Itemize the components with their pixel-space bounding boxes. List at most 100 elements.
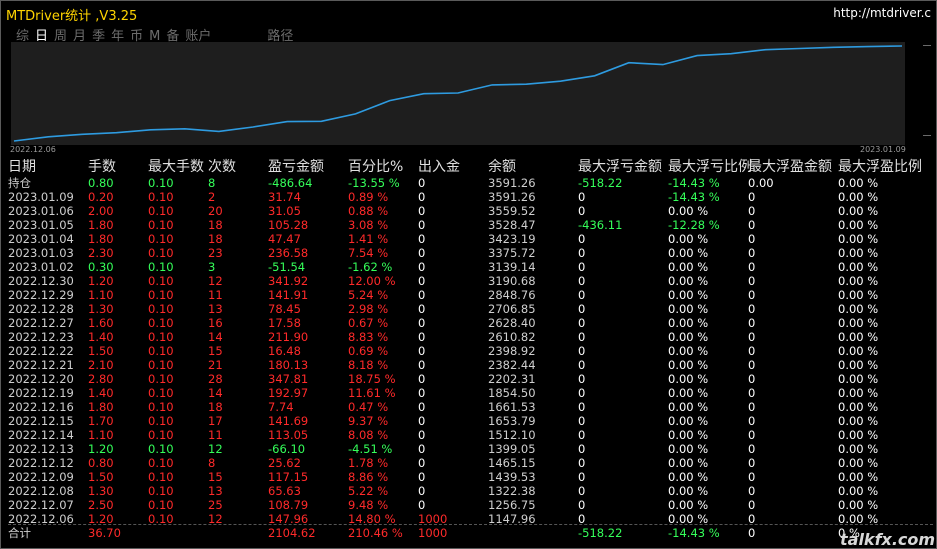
cell-flow: 0 xyxy=(418,232,426,246)
tab-5[interactable]: 年 xyxy=(111,29,125,44)
cell-pnl: 65.63 xyxy=(268,484,301,498)
cell-max-fp: 0 xyxy=(748,288,756,302)
cell-count: 28 xyxy=(208,372,223,386)
cell-max-fl: 0 xyxy=(578,288,586,302)
cell-max-fl: -518.22 xyxy=(578,176,623,190)
cell-max-fp: 0 xyxy=(748,246,756,260)
cell-lots: 1.80 xyxy=(88,232,114,246)
cell-lots: 0.30 xyxy=(88,260,114,274)
cell-max-fp: 0 xyxy=(748,442,756,456)
cell-max-fp: 0 xyxy=(748,400,756,414)
column-header[interactable]: 最大浮亏金额 xyxy=(578,159,662,175)
chart-scale-mark-top xyxy=(923,45,931,46)
column-header[interactable]: 最大手数 xyxy=(148,159,204,175)
cell-max-lots: 0.10 xyxy=(148,302,174,316)
tab-7[interactable]: M xyxy=(149,29,161,44)
column-header[interactable]: 余额 xyxy=(488,159,516,175)
cell-max-fp-pct: 0.00 % xyxy=(838,302,879,316)
table-row: 2022.12.13 1.20 0.10 12 -66.10 -4.51 % 0 1399.0… xyxy=(8,442,933,456)
cell-flow: 0 xyxy=(418,190,426,204)
column-header[interactable]: 次数 xyxy=(208,159,236,175)
cell-max-fl-pct: 0.00 % xyxy=(668,470,709,484)
cell-flow: 0 xyxy=(418,246,426,260)
cell-balance: 2202.31 xyxy=(488,372,536,386)
cell-balance: 2848.76 xyxy=(488,288,536,302)
cell-balance: 1653.79 xyxy=(488,414,536,428)
column-header[interactable]: 出入金 xyxy=(418,159,460,175)
cell-count: 12 xyxy=(208,442,223,456)
tab-0[interactable]: 综 xyxy=(16,29,30,44)
tab-2[interactable]: 周 xyxy=(54,29,68,44)
cell-max-fl: 0 xyxy=(578,442,586,456)
cell-pct: 210.46 % xyxy=(348,526,403,540)
tab-4[interactable]: 季 xyxy=(92,29,106,44)
column-header[interactable]: 最大浮亏比例 xyxy=(668,159,752,175)
column-header[interactable]: 最大浮盈比例 xyxy=(838,159,922,175)
cell-max-fl: 0 xyxy=(578,512,586,526)
cell-pct: 0.47 % xyxy=(348,400,389,414)
chart-scale-mark-bottom xyxy=(923,135,931,136)
cell-lots: 1.40 xyxy=(88,330,114,344)
column-header[interactable]: 百分比% xyxy=(348,159,404,175)
tab-3[interactable]: 月 xyxy=(73,29,87,44)
cell-lots: 36.70 xyxy=(88,526,121,540)
cell-pct: 8.08 % xyxy=(348,428,389,442)
column-header[interactable]: 日期 xyxy=(8,159,36,175)
column-header[interactable]: 盈亏金额 xyxy=(268,159,324,175)
cell-lots: 1.60 xyxy=(88,316,114,330)
cell-date: 2023.01.06 xyxy=(8,204,74,218)
cell-max-lots: 0.10 xyxy=(148,246,174,260)
tab-9[interactable]: 账户 xyxy=(185,29,212,44)
cell-max-fp-pct: 0.00 % xyxy=(838,316,879,330)
cell-max-fp: 0 xyxy=(748,470,756,484)
cell-count: 12 xyxy=(208,512,223,526)
cell-max-lots: 0.10 xyxy=(148,428,174,442)
cell-max-fl: 0 xyxy=(578,386,586,400)
cell-lots: 1.20 xyxy=(88,442,114,456)
cell-lots: 1.80 xyxy=(88,218,114,232)
tab-8[interactable]: 备 xyxy=(166,29,180,44)
website-link[interactable]: http://mtdriver.c xyxy=(833,6,931,20)
column-header[interactable]: 最大浮盈金额 xyxy=(748,159,832,175)
cell-count: 18 xyxy=(208,400,223,414)
cell-max-lots: 0.10 xyxy=(148,218,174,232)
cell-pct: -1.62 % xyxy=(348,260,393,274)
cell-max-fl-pct: 0.00 % xyxy=(668,330,709,344)
cell-pct: 12.00 % xyxy=(348,274,396,288)
cell-count: 2 xyxy=(208,190,216,204)
cell-pnl: 16.48 xyxy=(268,344,301,358)
cell-date: 2022.12.13 xyxy=(8,442,74,456)
cell-pct: 8.86 % xyxy=(348,470,389,484)
cell-balance: 3423.19 xyxy=(488,232,536,246)
cell-lots: 2.80 xyxy=(88,372,114,386)
cell-max-fp: 0.00 xyxy=(748,176,774,190)
tab-path[interactable]: 路径 xyxy=(267,29,294,44)
cell-max-fp: 0 xyxy=(748,204,756,218)
column-header[interactable]: 手数 xyxy=(88,159,116,175)
tab-6[interactable]: 币 xyxy=(130,29,144,44)
cell-date: 2023.01.04 xyxy=(8,232,74,246)
cell-pnl: 341.92 xyxy=(268,274,309,288)
cell-max-lots: 0.10 xyxy=(148,414,174,428)
cell-balance: 2706.85 xyxy=(488,302,536,316)
cell-max-lots: 0.10 xyxy=(148,274,174,288)
cell-balance: 3190.68 xyxy=(488,274,536,288)
cell-lots: 1.50 xyxy=(88,344,114,358)
cell-pnl: 180.13 xyxy=(268,358,309,372)
cell-date: 2022.12.20 xyxy=(8,372,74,386)
table-row: 2022.12.29 1.10 0.10 11 141.91 5.24 % 0 2848.76… xyxy=(8,288,933,302)
cell-max-lots: 0.10 xyxy=(148,176,174,190)
cell-count: 23 xyxy=(208,246,223,260)
cell-max-fl-pct: 0.00 % xyxy=(668,316,709,330)
cell-count: 14 xyxy=(208,330,223,344)
tab-1[interactable]: 日 xyxy=(35,29,49,44)
cell-max-fl-pct: 0.00 % xyxy=(668,386,709,400)
cell-pct: 7.54 % xyxy=(348,246,389,260)
cell-flow: 1000 xyxy=(418,526,448,540)
cell-max-lots: 0.10 xyxy=(148,316,174,330)
cell-max-fp-pct: 0.00 % xyxy=(838,176,879,190)
cell-lots: 1.40 xyxy=(88,386,114,400)
cell-pct: 1.78 % xyxy=(348,456,389,470)
cell-balance: 2398.92 xyxy=(488,344,536,358)
cell-pct: 8.83 % xyxy=(348,330,389,344)
